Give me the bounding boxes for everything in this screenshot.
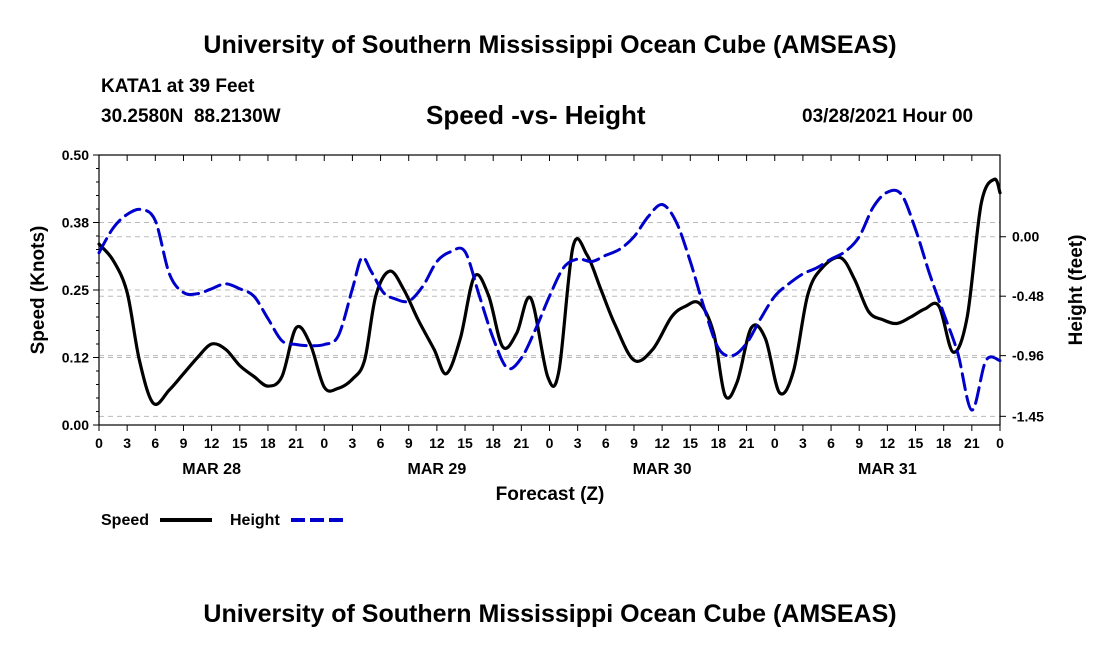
y-right-tick-labels: -1.45 -0.96 -0.48 0.00 bbox=[1012, 229, 1044, 425]
x-tick-label: 21 bbox=[288, 435, 304, 451]
day-label: MAR 31 bbox=[858, 461, 917, 478]
y-left-tick-label: 0.12 bbox=[62, 350, 89, 366]
x-tick-label: 18 bbox=[711, 435, 727, 451]
x-tick-label: 15 bbox=[457, 435, 473, 451]
x-tick-label: 0 bbox=[771, 435, 779, 451]
x-tick-label: 21 bbox=[739, 435, 755, 451]
y-right-tick-label: -0.48 bbox=[1012, 288, 1044, 304]
x-tick-label: 12 bbox=[654, 435, 670, 451]
x-tick-label: 6 bbox=[827, 435, 835, 451]
y-left-tick-label: 0.25 bbox=[62, 282, 89, 298]
y-left-axis-label: Speed (Knots) bbox=[28, 226, 49, 355]
station-coordinates: 30.2580N 88.2130W bbox=[101, 106, 281, 127]
x-tick-label: 21 bbox=[514, 435, 530, 451]
x-tick-label: 18 bbox=[936, 435, 952, 451]
x-tick-label: 9 bbox=[630, 435, 638, 451]
station-label: KATA1 at 39 Feet bbox=[101, 76, 255, 97]
x-tick-label: 3 bbox=[574, 435, 582, 451]
speed-series-line bbox=[97, 177, 1002, 407]
x-tick-label: 6 bbox=[151, 435, 159, 451]
plot-title: Speed -vs- Height bbox=[426, 100, 646, 130]
x-tick-label: 9 bbox=[855, 435, 863, 451]
day-labels: MAR 28 MAR 29 MAR 30 MAR 31 bbox=[182, 461, 917, 478]
x-tick-label: 12 bbox=[204, 435, 220, 451]
x-tick-label: 6 bbox=[377, 435, 385, 451]
axis-ticks bbox=[93, 154, 1006, 431]
bottom-title: University of Southern Mississippi Ocean… bbox=[203, 600, 897, 628]
grid-lines bbox=[99, 222, 1000, 417]
legend: Speed Height bbox=[101, 512, 343, 529]
x-tick-label: 0 bbox=[546, 435, 554, 451]
legend-height-label: Height bbox=[230, 512, 280, 529]
y-left-tick-label: 0.50 bbox=[62, 147, 89, 163]
x-tick-label: 18 bbox=[485, 435, 501, 451]
x-tick-label: 0 bbox=[320, 435, 328, 451]
y-left-tick-labels: 0.00 0.12 0.25 0.38 0.50 bbox=[62, 147, 89, 433]
day-label: MAR 30 bbox=[633, 461, 692, 478]
x-tick-label: 18 bbox=[260, 435, 276, 451]
y-left-tick-label: 0.38 bbox=[62, 215, 89, 231]
x-axis-label: Forecast (Z) bbox=[496, 484, 605, 505]
top-title: University of Southern Mississippi Ocean… bbox=[203, 31, 897, 59]
x-tick-label: 12 bbox=[429, 435, 445, 451]
x-tick-label: 21 bbox=[964, 435, 980, 451]
forecast-date: 03/28/2021 Hour 00 bbox=[802, 106, 974, 127]
y-right-tick-label: -1.45 bbox=[1012, 408, 1044, 424]
x-tick-label: 9 bbox=[405, 435, 413, 451]
y-right-axis-label: Height (feet) bbox=[1066, 235, 1087, 346]
legend-speed-label: Speed bbox=[101, 512, 149, 529]
y-right-tick-label: -0.96 bbox=[1012, 348, 1044, 364]
x-tick-label: 3 bbox=[123, 435, 131, 451]
x-tick-label: 0 bbox=[996, 435, 1004, 451]
x-tick-labels: 0 3 6 9 12 15 18 21 0 3 6 9 12 15 18 21 0 3 6 9 12 15 18 21 0 3 6 9… bbox=[95, 435, 1004, 451]
x-tick-label: 15 bbox=[232, 435, 248, 451]
x-tick-label: 6 bbox=[602, 435, 610, 451]
x-tick-label: 3 bbox=[799, 435, 807, 451]
x-tick-label: 12 bbox=[880, 435, 896, 451]
y-left-tick-label: 0.00 bbox=[62, 417, 89, 433]
x-tick-label: 15 bbox=[908, 435, 924, 451]
x-tick-label: 15 bbox=[682, 435, 698, 451]
x-tick-label: 9 bbox=[180, 435, 188, 451]
y-right-tick-label: 0.00 bbox=[1012, 229, 1039, 245]
series-lines bbox=[97, 177, 1002, 412]
x-tick-label: 0 bbox=[95, 435, 103, 451]
day-label: MAR 29 bbox=[408, 461, 467, 478]
height-series-line bbox=[97, 188, 1002, 412]
x-tick-label: 3 bbox=[349, 435, 357, 451]
day-label: MAR 28 bbox=[182, 461, 241, 478]
